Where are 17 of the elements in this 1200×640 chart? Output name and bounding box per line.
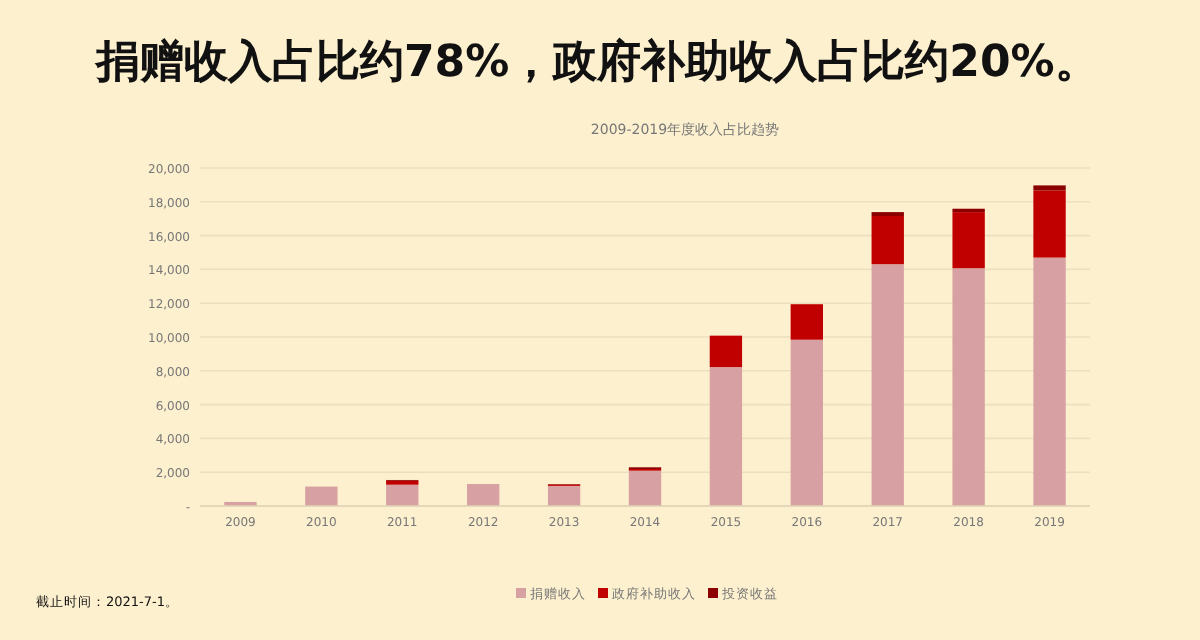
bar [1033, 190, 1066, 258]
chart-title: 捐赠收入占比约78%，政府补助收入占比约20%。 [94, 36, 1099, 88]
bar [467, 484, 500, 506]
bar [305, 486, 338, 506]
bar [1033, 257, 1066, 506]
bar [871, 216, 904, 265]
bar [871, 264, 904, 506]
bar [790, 304, 823, 340]
bar [952, 212, 985, 269]
bar [386, 484, 419, 506]
bar [1033, 185, 1066, 191]
bar [547, 485, 581, 506]
bar [952, 268, 985, 506]
bar [709, 367, 743, 506]
bar [628, 470, 662, 506]
bar [709, 335, 743, 368]
bar [790, 339, 823, 506]
